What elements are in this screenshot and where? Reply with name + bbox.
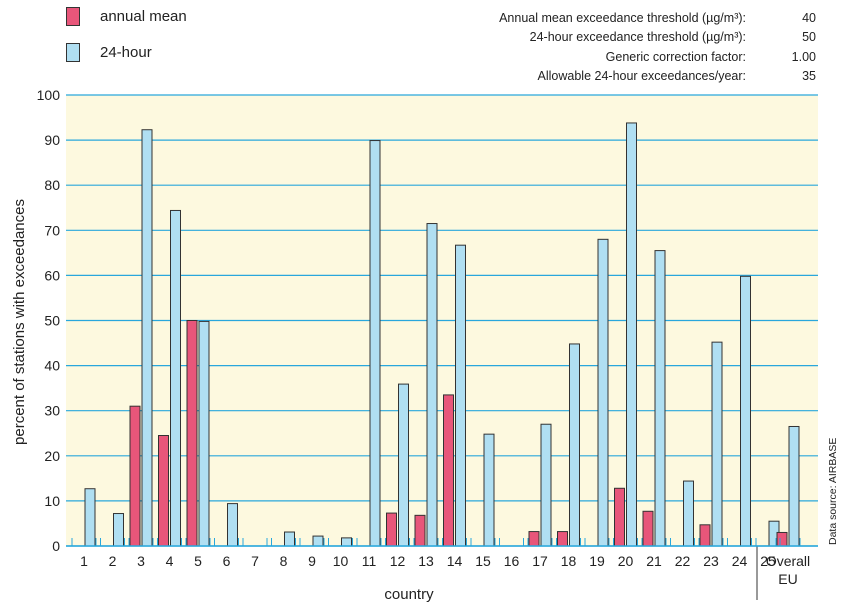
x-tick-label: 18: [561, 553, 577, 569]
x-tick-label: 20: [618, 553, 634, 569]
bar-24-hour: [369, 140, 381, 547]
x-axis-ticks: 1 2 3 4 5 6 7 8 9 10 11 12 13 14 15 16 17 18 19 20 21 22 23 24 2…: [66, 538, 818, 600]
x-tick-label: 15: [475, 553, 491, 569]
y-tick-label: 60: [44, 267, 60, 283]
x-tick-label: 6: [223, 553, 231, 569]
y-tick-label: 20: [44, 448, 60, 464]
x-tick-label: 17: [532, 553, 548, 569]
bar-24-hour: [597, 238, 609, 547]
legend-label: 24-hour: [100, 43, 152, 61]
bar-24-hour: [227, 503, 238, 547]
bar-24-hour: [740, 275, 751, 547]
bar-annual-mean: [776, 531, 788, 547]
y-tick-label: 80: [44, 177, 60, 193]
parameter-row: Annual mean exceedance threshold (µg/m³)…: [499, 9, 816, 28]
bar-24-hour: [540, 423, 552, 547]
legend-item-annual-mean: annual mean: [66, 6, 187, 26]
bar-24-hour: [654, 250, 666, 547]
x-tick-label: 24: [732, 553, 748, 569]
x-tick-label: 11: [362, 553, 377, 569]
bar-annual-mean: [158, 435, 169, 547]
x-tick-label: 7: [251, 553, 259, 569]
bar-annual-mean: [528, 531, 540, 547]
bar-24-hour: [711, 341, 723, 547]
x-tick-label: 1: [80, 553, 88, 569]
x-tick-label: 13: [418, 553, 434, 569]
x-tick-label: 19: [589, 553, 605, 569]
x-tick-label: 8: [280, 553, 288, 569]
parameter-value: 50: [802, 30, 816, 45]
x-tick-label: 9: [308, 553, 316, 569]
bar-annual-mean: [414, 514, 426, 547]
bar-24-hour: [113, 513, 124, 547]
bar-annual-mean: [443, 394, 454, 547]
parameter-label: Generic correction factor:: [605, 49, 746, 64]
x-tick-label: 4: [166, 553, 174, 569]
bar-annual-mean: [129, 405, 141, 547]
x-tick-label: 2: [109, 553, 117, 569]
x-tick-label: 5: [194, 553, 202, 569]
bar-annual-mean: [699, 524, 711, 547]
parameters-panel: Annual mean exceedance threshold (µg/m³)…: [499, 9, 816, 87]
parameter-row: Generic correction factor: 1.00: [499, 48, 816, 67]
bar-annual-mean: [386, 512, 397, 547]
parameter-label: Allowable 24-hour exceedances/year:: [537, 69, 746, 84]
y-tick-label: 10: [44, 493, 60, 509]
parameter-value: 40: [802, 11, 816, 25]
x-tick-label: 23: [703, 553, 719, 569]
y-tick-label: 50: [44, 313, 60, 329]
bar-24-hour: [198, 320, 210, 547]
bar-24-hour: [398, 383, 409, 547]
bar-24-hour: [84, 488, 96, 547]
parameter-row: Allowable 24-hour exceedances/year: 35: [499, 67, 816, 86]
x-tick-label: 12: [390, 553, 406, 569]
bar-24-hour: [683, 480, 694, 547]
legend-swatch-24-hour: [66, 42, 80, 62]
parameter-label: Annual mean exceedance threshold (µg/m³)…: [499, 11, 746, 25]
legend-label: annual mean: [100, 7, 187, 25]
x-tick-label: 10: [333, 553, 349, 569]
parameter-row: 24-hour exceedance threshold (µg/m³): 50: [499, 28, 816, 47]
x-tick-label: 21: [646, 553, 662, 569]
bar-annual-mean: [186, 320, 198, 547]
x-tick-label: EU: [778, 571, 797, 587]
bar-24-hour: [312, 535, 324, 547]
y-tick-label: 70: [44, 222, 60, 238]
y-axis-label: percent of stations with exceedances: [11, 199, 28, 445]
y-tick-label: 30: [44, 403, 60, 419]
x-tick-label: 25: [760, 553, 776, 569]
legend-swatch-annual-mean: [66, 6, 80, 26]
x-tick-label: 14: [447, 553, 463, 569]
legend-item-24-hour: 24-hour: [66, 42, 187, 62]
bar-24-hour: [141, 129, 153, 547]
x-tick-label: 16: [504, 553, 520, 569]
x-axis-label: country: [384, 586, 434, 603]
y-tick-label: 90: [44, 132, 60, 148]
bar-24-hour: [788, 425, 800, 547]
bar-annual-mean: [557, 531, 568, 547]
bar-24-hour: [341, 537, 352, 547]
parameter-value: 1.00: [791, 49, 816, 64]
x-tick-label: 3: [137, 553, 145, 569]
y-tick-label: 40: [44, 358, 60, 374]
bar-24-hour: [170, 209, 181, 547]
parameter-label: 24-hour exceedance threshold (µg/m³):: [529, 30, 746, 45]
parameter-value: 35: [802, 69, 816, 84]
bar-24-hour: [426, 223, 438, 547]
y-tick-label: 100: [37, 87, 61, 103]
y-tick-label: 0: [52, 538, 60, 554]
bar-24-hour: [483, 433, 495, 547]
bar-24-hour: [626, 122, 637, 547]
x-tick-label: 22: [675, 553, 691, 569]
bar-24-hour: [569, 343, 580, 547]
legend: annual mean 24-hour: [66, 6, 187, 78]
bar-annual-mean: [642, 510, 654, 547]
y-axis-ticks: 0 10 20 30 40 50 60 70 80 90 100: [37, 87, 61, 554]
bar-24-hour: [284, 531, 295, 547]
bar-annual-mean: [614, 487, 625, 547]
data-source-note: Data source: AIRBASE: [827, 437, 839, 545]
x-tick-label: Overall: [766, 553, 810, 569]
bar-24-hour: [455, 244, 466, 547]
